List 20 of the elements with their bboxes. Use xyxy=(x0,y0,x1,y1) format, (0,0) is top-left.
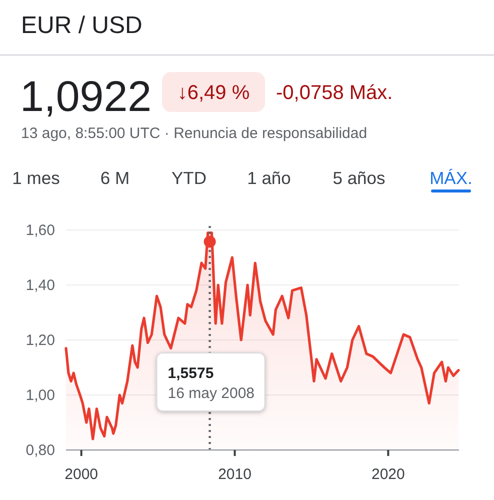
text: 13 ago, 8:55:00 UTC · Renuncia de responsabilidad xyxy=(21,125,368,142)
annotation: 1,5575 16 may 2008 xyxy=(168,365,255,402)
y-tick-label: 1,40 xyxy=(26,277,55,294)
text: 1 mes xyxy=(12,168,60,188)
chart-title: EUR / USD xyxy=(21,12,142,39)
y-tick-label: 1,60 xyxy=(26,222,55,239)
text: ↓6,49 % xyxy=(177,82,250,104)
text: MÁX. xyxy=(430,168,472,188)
text: -0,0758 Máx. xyxy=(276,82,393,104)
x-tick-label: 2020 xyxy=(371,466,405,483)
text: 6 M xyxy=(100,168,130,188)
text: YTD xyxy=(172,168,206,188)
y-tick-label: 1,20 xyxy=(26,332,55,349)
text: 1,0922 xyxy=(20,73,152,121)
text: 5 años xyxy=(332,168,386,188)
y-tick-label: 1,00 xyxy=(26,387,55,404)
text: 1 año xyxy=(247,168,291,188)
y-tick-label: 0,80 xyxy=(26,442,55,459)
x-tick-label: 2010 xyxy=(218,466,252,483)
x-tick-label: 2000 xyxy=(64,466,98,483)
